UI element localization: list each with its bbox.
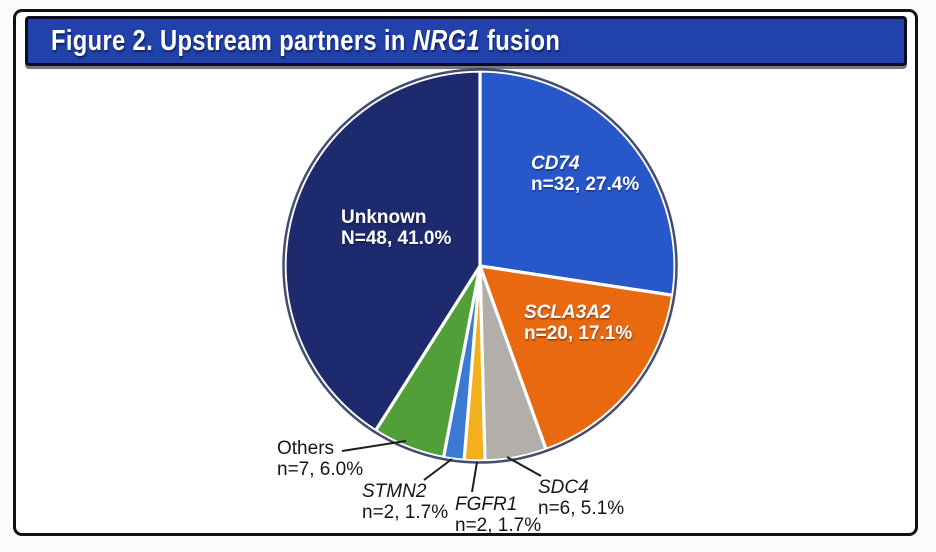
leader-line-others: [341, 440, 407, 452]
slice-stats-cd74: n=32, 27.4%: [531, 174, 640, 195]
slice-gene-others: Others: [277, 438, 335, 459]
slice-gene-scla3a2: SCLA3A2: [524, 302, 611, 323]
slice-gene-unknown: Unknown: [341, 207, 427, 228]
slice-label-stmn2: STMN2 n=2, 1.7%: [362, 481, 448, 523]
pie-slice-cd74: [478, 69, 677, 297]
pie-slice-scla3a2: [478, 264, 675, 452]
figure-title-prefix: Figure 2. Upstream partners in: [50, 24, 413, 57]
slice-gene-fgfr1: FGFR1: [455, 494, 518, 515]
leader-line-sdc4: [506, 456, 542, 477]
slice-stats-stmn2: n=2, 1.7%: [362, 502, 449, 523]
slice-label-fgfr1: FGFR1 n=2, 1.7%: [455, 494, 541, 536]
figure-title-gene: NRG1: [412, 24, 481, 57]
pie-slices: [283, 69, 677, 463]
slice-label-scla3a2: SCLA3A2 n=20, 17.1%: [524, 302, 632, 344]
slice-gene-sdc4: SDC4: [538, 477, 589, 498]
slice-label-others: Others n=7, 6.0%: [277, 438, 363, 480]
slice-stats-fgfr1: n=2, 1.7%: [455, 515, 542, 536]
slice-gene-cd74: CD74: [531, 153, 580, 174]
slice-label-unknown: Unknown N=48, 41.0%: [341, 207, 451, 249]
slice-label-sdc4: SDC4 n=6, 5.1%: [538, 477, 624, 519]
leader-line-fgfr1: [471, 461, 478, 493]
slice-label-cd74: CD74 n=32, 27.4%: [531, 153, 639, 195]
figure-title: Figure 2. Upstream partners in NRG1 fusi…: [28, 25, 560, 58]
figure-title-suffix: fusion: [480, 24, 561, 57]
leader-line-stmn2: [423, 458, 453, 481]
slice-stats-others: n=7, 6.0%: [277, 459, 364, 480]
slice-stats-scla3a2: n=20, 17.1%: [524, 323, 633, 344]
slice-gene-stmn2: STMN2: [362, 481, 427, 502]
figure-title-bar: Figure 2. Upstream partners in NRG1 fusi…: [25, 16, 907, 66]
slice-stats-unknown: N=48, 41.0%: [341, 228, 452, 249]
leader-lines: [341, 440, 542, 493]
slice-stats-sdc4: n=6, 5.1%: [538, 498, 625, 519]
pie-outline-ring: [282, 68, 678, 464]
pie-slice-unknown: [283, 69, 482, 433]
